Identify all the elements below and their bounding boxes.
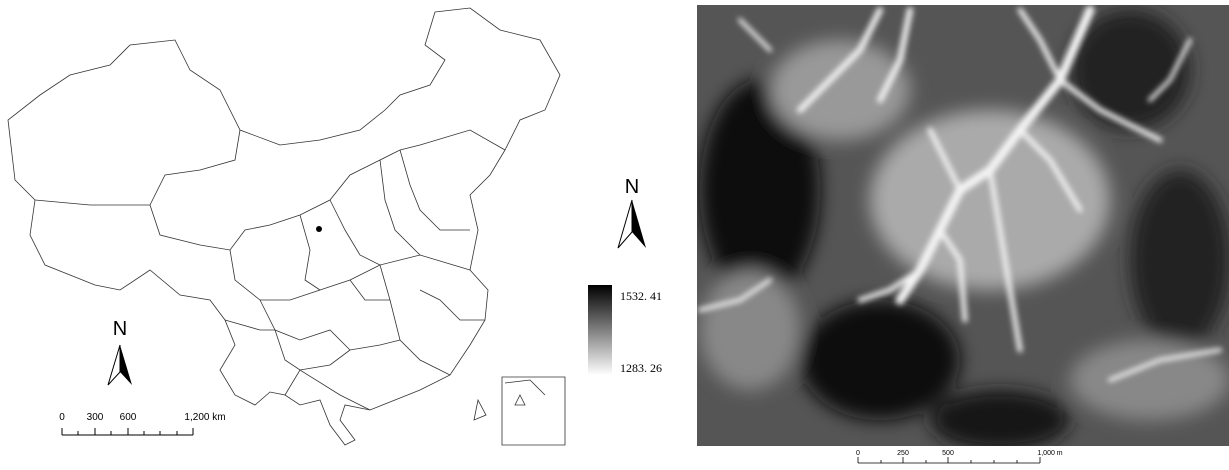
scale-bar: 0 300 600 1,200 km bbox=[59, 412, 225, 435]
dem-image bbox=[697, 5, 1229, 450]
scale-label: 1,000 m bbox=[1037, 450, 1062, 457]
scale-label: 300 bbox=[87, 412, 104, 423]
north-arrow: N bbox=[618, 176, 646, 248]
scale-label: 600 bbox=[120, 412, 137, 423]
elevation-legend: 1532. 41 1283. 26 bbox=[588, 285, 662, 375]
figure: N 0 300 600 1,200 km N 1532. 41 1283. 26 bbox=[0, 0, 1229, 470]
legend-min: 1283. 26 bbox=[620, 361, 662, 375]
scale-label: 0 bbox=[856, 450, 860, 457]
china-map bbox=[8, 8, 565, 445]
north-arrow: N bbox=[108, 318, 132, 385]
scale-label: 250 bbox=[897, 450, 909, 457]
north-label: N bbox=[625, 176, 639, 198]
scale-label: 500 bbox=[942, 450, 954, 457]
north-label: N bbox=[113, 318, 127, 340]
legend-max: 1532. 41 bbox=[620, 289, 662, 303]
scale-label: 0 bbox=[59, 412, 65, 423]
scale-label: 1,200 km bbox=[184, 412, 225, 423]
scale-bar: 0 250 500 1,000 m bbox=[856, 450, 1063, 463]
